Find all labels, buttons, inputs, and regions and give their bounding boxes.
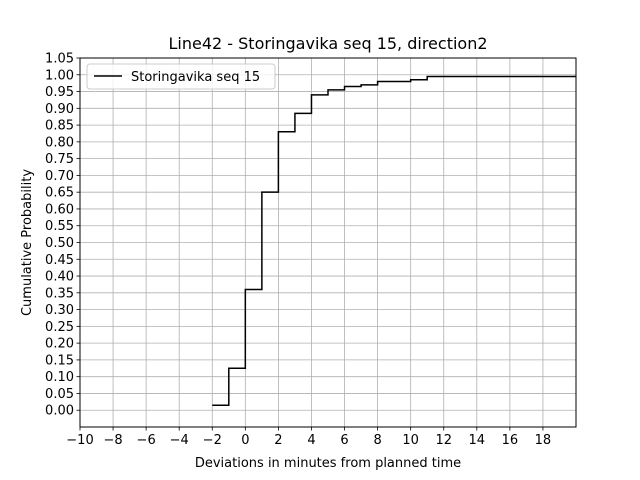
- y-tick-label: 0.00: [45, 404, 74, 419]
- x-tick-label: −2: [203, 433, 222, 448]
- y-tick-label: 1.00: [45, 68, 74, 83]
- x-ticks: −10 −8 −6 −4 −2 0 2 4 6 8 10 12 14 16 18: [66, 427, 551, 448]
- x-tick-label: 10: [402, 433, 419, 448]
- y-tick-label: 0.20: [45, 337, 74, 352]
- x-tick-label: 14: [469, 433, 486, 448]
- y-tick-label: 0.30: [45, 303, 74, 318]
- x-tick-label: −8: [103, 433, 122, 448]
- x-tick-label: 16: [502, 433, 519, 448]
- y-tick-label: 0.70: [45, 169, 74, 184]
- legend: Storingavika seq 15: [86, 63, 276, 90]
- legend-box: [86, 63, 276, 90]
- x-tick-label: 4: [307, 433, 315, 448]
- x-tick-label: 8: [373, 433, 381, 448]
- y-tick-label: 0.60: [45, 202, 74, 217]
- chart-title: Line42 - Storingavika seq 15, direction2: [168, 34, 487, 53]
- y-ticks: 0.00 0.05 0.10 0.150.20 0.25 0.30 0.350.40 0.45…: [45, 52, 80, 419]
- y-tick-label: 0.50: [45, 236, 74, 251]
- y-tick-label: 0.80: [45, 135, 74, 150]
- x-tick-label: −6: [137, 433, 156, 448]
- y-tick-label: 0.55: [45, 219, 74, 234]
- y-tick-label: 0.85: [45, 119, 74, 134]
- x-tick-label: −10: [66, 433, 93, 448]
- y-tick-label: 0.65: [45, 186, 74, 201]
- y-tick-label: 0.40: [45, 270, 74, 285]
- x-tick-label: 0: [241, 433, 249, 448]
- y-tick-label: 0.10: [45, 370, 74, 385]
- grid: [79, 57, 576, 427]
- x-tick-label: 18: [535, 433, 552, 448]
- legend-label: Storingavika seq 15: [131, 70, 260, 85]
- x-tick-label: 6: [340, 433, 348, 448]
- y-tick-label: 0.05: [45, 387, 74, 402]
- y-tick-label: 0.25: [45, 320, 74, 335]
- y-tick-label: 0.75: [45, 152, 74, 167]
- y-tick-label: 0.90: [45, 102, 74, 117]
- x-axis-label: Deviations in minutes from planned time: [195, 456, 461, 471]
- y-tick-label: 0.45: [45, 253, 74, 268]
- series-layer: [212, 75, 576, 406]
- x-tick-label: 12: [435, 433, 452, 448]
- y-axis-label: Cumulative Probability: [20, 169, 35, 316]
- y-tick-label: 1.05: [45, 52, 74, 67]
- x-tick-label: 2: [274, 433, 282, 448]
- y-tick-label: 0.35: [45, 286, 74, 301]
- x-tick-label: −4: [170, 433, 189, 448]
- series-step-line: [212, 75, 576, 406]
- y-tick-label: 0.95: [45, 85, 74, 100]
- y-tick-label: 0.15: [45, 353, 74, 368]
